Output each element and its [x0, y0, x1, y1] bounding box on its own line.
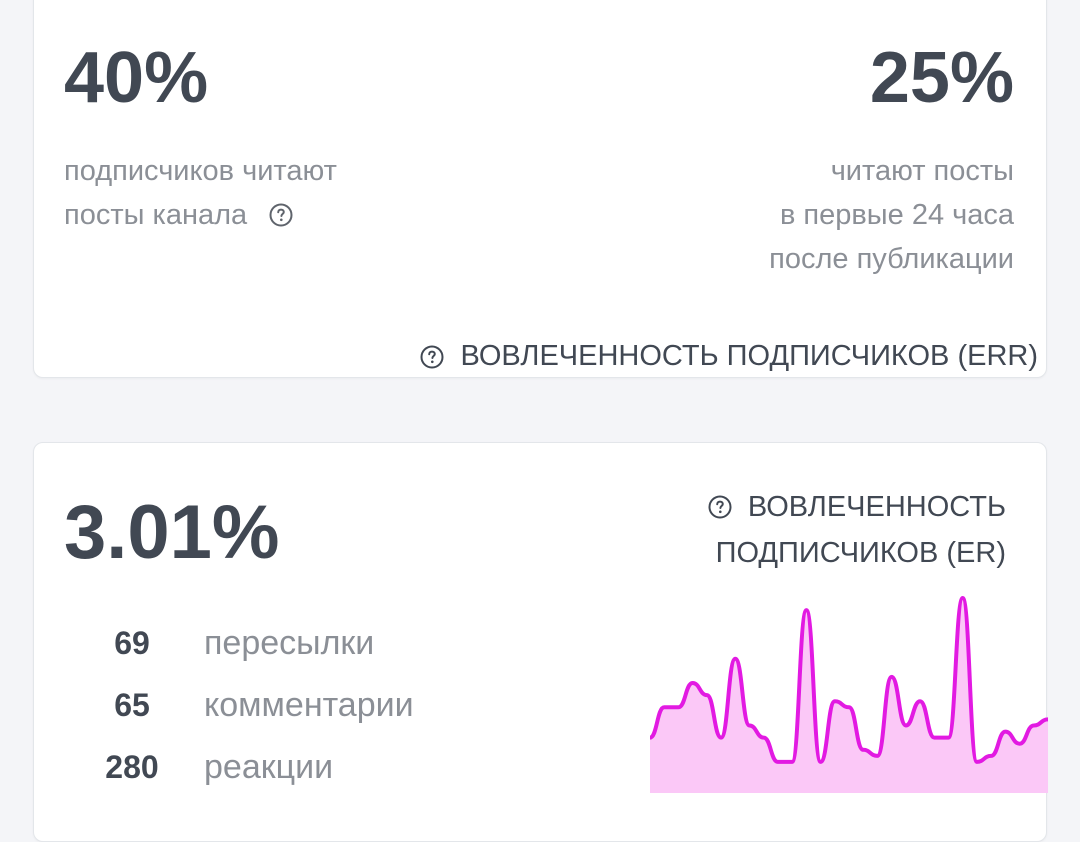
err-info-link[interactable]: ВОВЛЕЧЕННОСТЬ ПОДПИСЧИКОВ (ERR): [420, 340, 1038, 373]
stat-row-forwards: 69 пересылки: [96, 618, 496, 668]
subscribers-read-description: подписчиков читают посты канала: [64, 149, 337, 237]
sparkline-line: [650, 596, 1048, 764]
er-link-line: ВОВЛЕЧЕННОСТЬ: [708, 484, 1006, 530]
desc-line: в первые 24 часа: [779, 199, 1014, 231]
stat-number: 65: [114, 687, 150, 723]
desc-line-text: посты канала: [64, 199, 248, 231]
stat-number: 280: [105, 749, 159, 785]
er-info-link[interactable]: ВОВЛЕЧЕННОСТЬ ПОДПИСЧИКОВ (ER): [708, 484, 1006, 576]
stat-number: 69: [114, 625, 150, 661]
read-first-day-value: 25%: [869, 38, 1014, 118]
stat-label: реакции: [204, 748, 334, 786]
read-first-day-description: читают посты в первые 24 часа после публ…: [769, 149, 1014, 281]
stat-row-comments: 65 комментарии: [96, 680, 496, 730]
er-link-label: ВОВЛЕЧЕННОСТЬ: [747, 491, 1006, 523]
stat-label: пересылки: [204, 624, 375, 662]
er-value: 3.01%: [64, 490, 280, 575]
er-link-label: ПОДПИСЧИКОВ (ER): [715, 537, 1006, 569]
question-circle-icon[interactable]: [269, 203, 293, 227]
desc-line: посты канала: [64, 193, 337, 237]
err-card: [33, 0, 1047, 378]
er-sparkline-chart: [650, 596, 1048, 793]
desc-line: подписчиков читают: [64, 155, 337, 187]
err-link-label: ВОВЛЕЧЕННОСТЬ ПОДПИСЧИКОВ (ERR): [460, 340, 1038, 372]
desc-line: после публикации: [769, 243, 1014, 275]
stat-row-reactions: 280 реакции: [96, 742, 496, 792]
question-circle-icon: [708, 495, 732, 519]
desc-line: читают посты: [830, 155, 1014, 187]
sparkline-area: [650, 598, 1048, 793]
question-circle-icon: [420, 345, 444, 369]
stat-label: комментарии: [204, 686, 414, 724]
subscribers-read-value: 40%: [64, 38, 209, 118]
